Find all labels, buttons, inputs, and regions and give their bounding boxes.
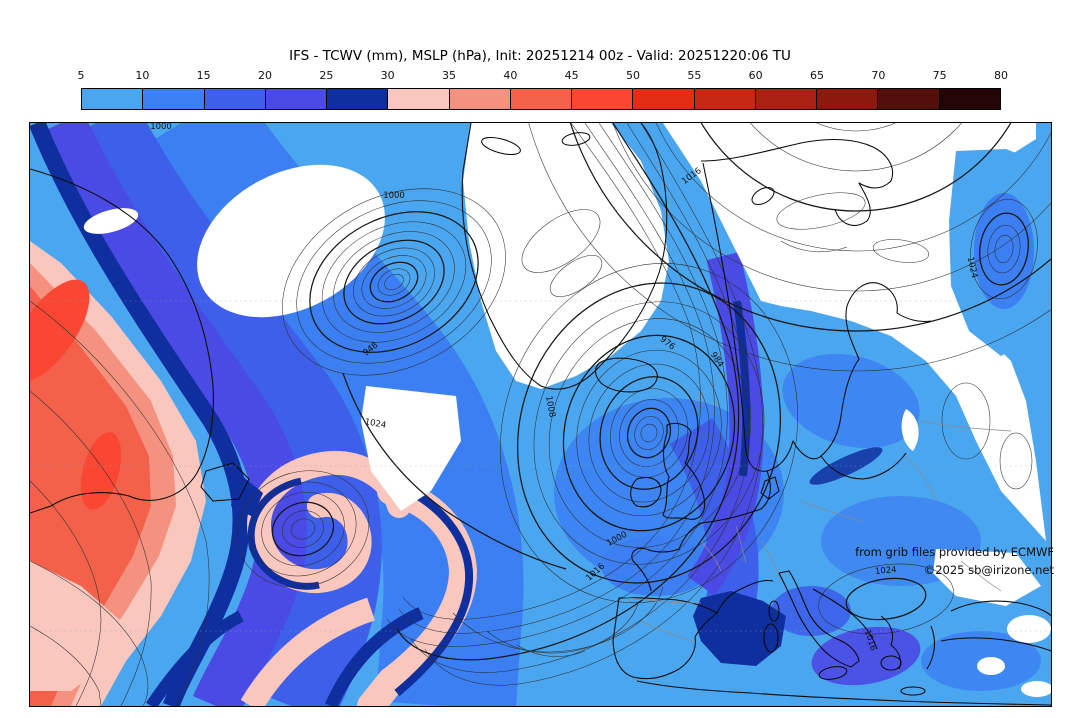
colorbar-segment [510, 89, 573, 109]
colorbar-tick-label: 75 [932, 69, 947, 82]
colorbar-segment [204, 89, 266, 109]
border-layer [622, 420, 1012, 642]
contour-label: 1000 [383, 191, 405, 201]
colorbar-ticks: 5 10 15 20 25 30 35 40 45 50 55 60 65 70 75 80 [77, 69, 1009, 84]
page-title: IFS - TCWV (mm), MSLP (hPa), Init: 20251… [289, 48, 791, 64]
colorbar-tick-label: 80 [994, 69, 1008, 82]
graticule-layer [30, 300, 1051, 632]
colorbar-tick-label: 5 [77, 69, 85, 82]
colorbar-segment [633, 89, 695, 109]
weather-map-svg: 1000100094810241008976984100010161016101… [29, 122, 1052, 707]
colorbar-tick-label: 50 [626, 69, 640, 82]
colorbar-segment [572, 89, 634, 109]
coastline-layer [30, 123, 1051, 706]
colorbar-tick-label: 65 [810, 69, 824, 82]
colorbar-segment [755, 89, 818, 109]
contour-label: 1000 [150, 122, 172, 132]
colorbar-segment [82, 89, 144, 109]
contour-label: 1024 [364, 417, 387, 431]
colorbar-tick-label: 45 [564, 69, 579, 82]
attribution-source: from grib files provided by ECMWF [855, 545, 1054, 559]
contour-label: 1024 [875, 565, 897, 577]
colorbar-tick-label: 20 [258, 69, 272, 82]
colorbar-tick-label: 15 [196, 69, 211, 82]
colorbar-segment [878, 89, 940, 109]
colorbar-tick-label: 55 [687, 69, 702, 82]
colorbar-segment [327, 89, 389, 109]
colorbar-segment [449, 89, 511, 109]
colorbar-segment [939, 89, 1000, 109]
colorbar-segment [388, 89, 450, 109]
contour-label: 1024 [965, 256, 979, 279]
colorbar-tick-label: 70 [871, 69, 886, 82]
colorbar-tick-label: 40 [503, 69, 518, 82]
map-canvas: 1000 1000 948 1024 1008 976 984 1000 1016 1016 101… [29, 122, 1052, 707]
colorbar-tick-label: 10 [135, 69, 150, 82]
contour-label: 1008 [543, 395, 557, 418]
colorbar-tick-label: 35 [442, 69, 456, 82]
colorbar-segment [817, 89, 879, 109]
colorbar-segment [265, 89, 328, 109]
colorbar-segment [694, 89, 756, 109]
colorbar-tick-label: 25 [319, 69, 334, 82]
colorbar-tick-label: 60 [748, 69, 763, 82]
colorbar-segment [143, 89, 205, 109]
attribution-copyright: ©2025 sb@irizone.net [923, 563, 1054, 577]
colorbar-tick-label: 30 [380, 69, 395, 82]
colorbar-segments [81, 88, 1001, 110]
